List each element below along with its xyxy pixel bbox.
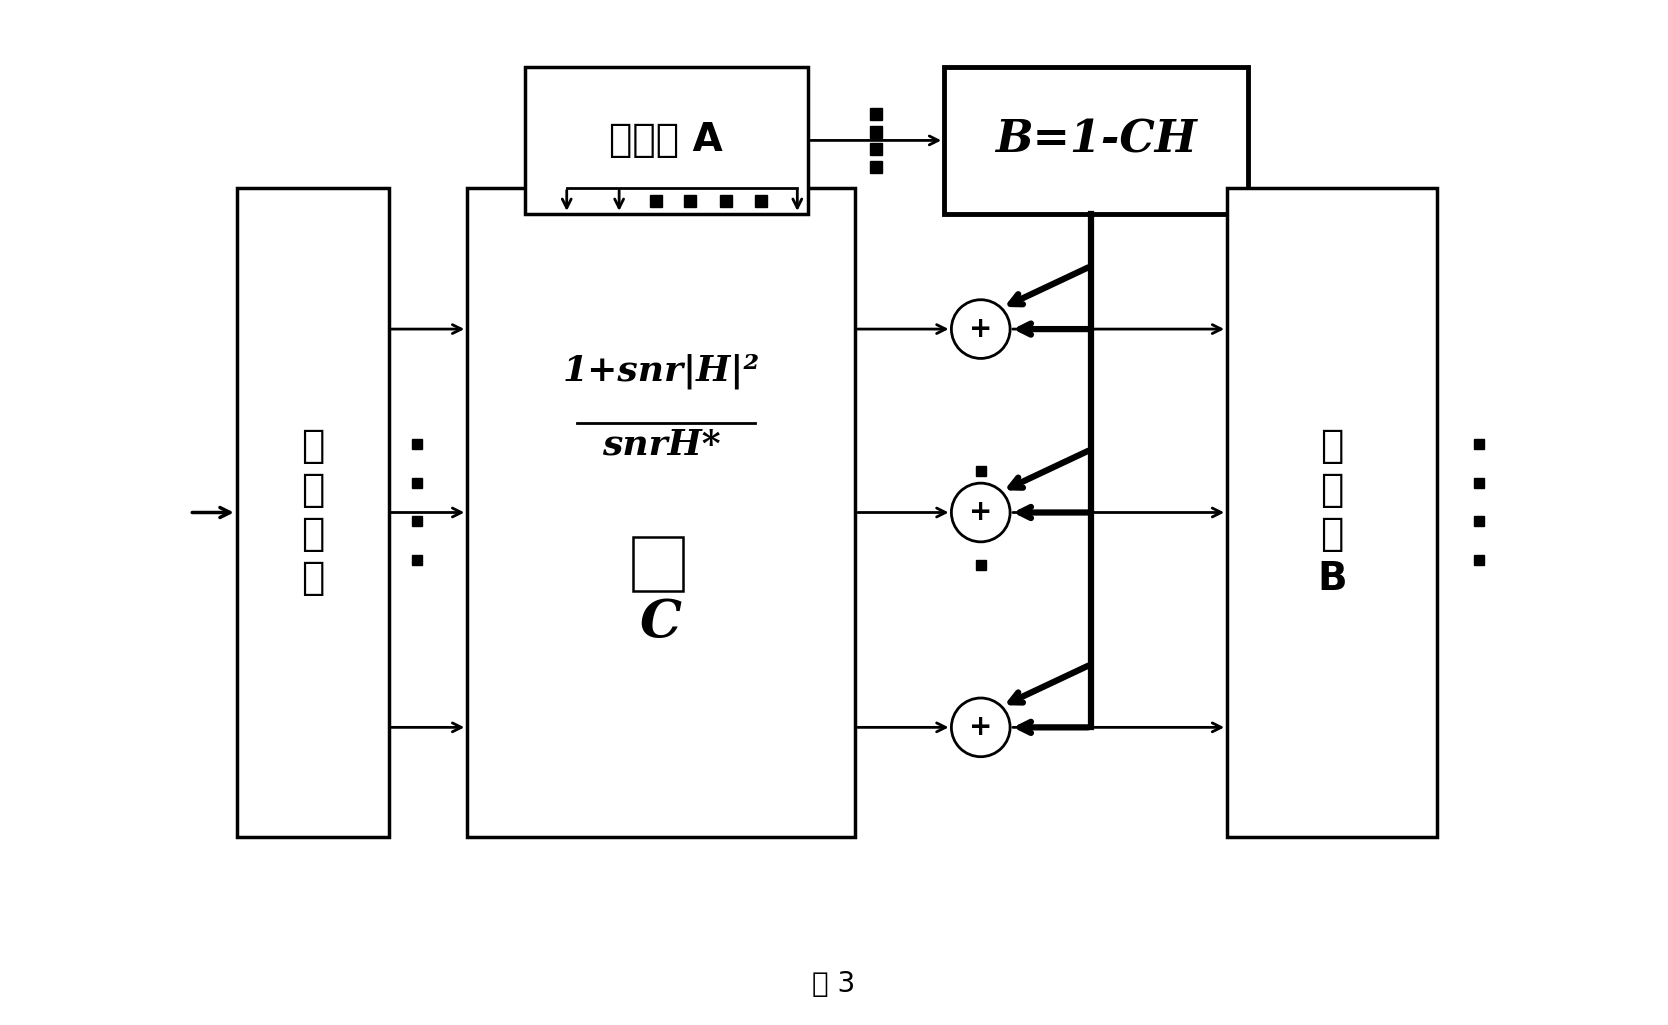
- Text: +: +: [969, 315, 992, 343]
- Circle shape: [951, 483, 1011, 542]
- Text: 判决器 A: 判决器 A: [609, 121, 724, 160]
- Text: +: +: [969, 498, 992, 527]
- Text: +: +: [969, 713, 992, 741]
- Bar: [237, 188, 389, 837]
- Bar: [632, 537, 684, 591]
- Circle shape: [951, 698, 1011, 756]
- Circle shape: [951, 299, 1011, 359]
- Text: 判
决
器
B: 判 决 器 B: [1318, 427, 1346, 598]
- Text: 1+snr|H|²: 1+snr|H|²: [562, 354, 759, 388]
- Text: snrH*: snrH*: [602, 427, 721, 461]
- Text: 图 3: 图 3: [812, 970, 856, 998]
- Bar: [525, 67, 807, 214]
- Bar: [467, 188, 856, 837]
- Text: C: C: [641, 597, 682, 648]
- Bar: [944, 67, 1248, 214]
- Text: B=1-CH: B=1-CH: [996, 119, 1198, 162]
- Text: 傅
氏
变
换: 傅 氏 变 换: [302, 427, 325, 598]
- Bar: [1228, 188, 1436, 837]
